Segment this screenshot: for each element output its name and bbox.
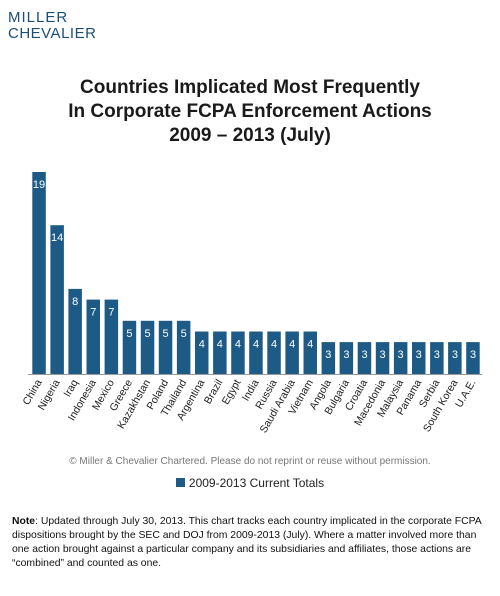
bar-angola: [321, 342, 336, 374]
bar-south-korea: [448, 342, 462, 374]
bar-poland: [158, 320, 173, 374]
bar-bulgaria: [339, 342, 354, 374]
bar-indonesia: [86, 299, 100, 374]
data-label: 5: [181, 328, 187, 340]
bar-nigeria: [50, 225, 64, 374]
chart-title-line-1: Countries Implicated Most Frequently: [80, 77, 420, 98]
data-label: 3: [434, 349, 440, 361]
data-label: 4: [217, 339, 223, 351]
chart-title: Countries Implicated Most Frequently In …: [0, 76, 500, 148]
bar-macedonia: [375, 342, 390, 374]
data-label: 3: [380, 349, 386, 361]
bar-thailand: [176, 320, 191, 374]
bar-serbia: [430, 342, 444, 374]
data-label: 5: [163, 328, 169, 340]
bar-iraq: [68, 288, 82, 374]
bar-u-a-e-: [466, 342, 480, 374]
company-logo: MILLER CHEVALIER: [8, 10, 96, 42]
legend-swatch: [175, 478, 185, 488]
data-label: 14: [51, 232, 63, 244]
bar-brazil: [213, 331, 227, 374]
data-label: 3: [452, 349, 458, 361]
logo-line-1: MILLER: [8, 9, 69, 26]
bar-croatia: [357, 342, 372, 374]
data-label: 3: [343, 349, 349, 361]
data-label: 7: [90, 307, 96, 319]
bar-vietnam: [303, 331, 317, 374]
bar-kazakhstan: [140, 320, 155, 374]
data-label: 4: [253, 339, 259, 351]
bar-panama: [412, 342, 426, 374]
category-tick-label: Egypt: [220, 377, 244, 406]
logo-line-2: CHEVALIER: [8, 25, 97, 42]
footnote: Note: Updated through July 30, 2013. Thi…: [12, 515, 490, 571]
bar-egypt: [231, 331, 245, 374]
footnote-text: : Updated through July 30, 2013. This ch…: [12, 516, 482, 569]
bar-mexico: [104, 299, 119, 374]
data-label: 3: [398, 349, 404, 361]
data-label: 3: [416, 349, 422, 361]
data-label: 8: [72, 296, 78, 308]
legend-label: 2009-2013 Current Totals: [188, 476, 325, 490]
data-label: 3: [470, 349, 476, 361]
chart-legend: 2009-2013 Current Totals: [0, 476, 500, 490]
bar-chart: 19China14Nigeria8Iraq7Indonesia7Mexico5G…: [20, 172, 482, 435]
data-label: 4: [289, 339, 295, 351]
data-label: 3: [361, 349, 367, 361]
bar-malaysia: [393, 342, 408, 374]
copyright-notice: © Miller & Chevalier Chartered. Please d…: [69, 456, 431, 467]
data-label: 7: [108, 307, 114, 319]
data-label: 5: [126, 328, 132, 340]
data-label: 19: [33, 179, 45, 191]
bar-russia: [267, 331, 281, 374]
footnote-label: Note: [12, 516, 36, 527]
data-label: 4: [199, 339, 205, 351]
bar-saudi-arabia: [285, 331, 299, 374]
data-label: 4: [271, 339, 277, 351]
bar-india: [249, 331, 263, 374]
bar-china: [32, 172, 46, 374]
data-label: 5: [144, 328, 150, 340]
data-label: 3: [325, 349, 331, 361]
bar-argentina: [195, 331, 209, 374]
bar-greece: [122, 320, 137, 374]
chart-title-line-3: 2009 – 2013 (July): [169, 125, 331, 146]
chart-title-line-2: In Corporate FCPA Enforcement Actions: [68, 101, 432, 122]
data-label: 4: [307, 339, 313, 351]
data-label: 4: [235, 339, 241, 351]
